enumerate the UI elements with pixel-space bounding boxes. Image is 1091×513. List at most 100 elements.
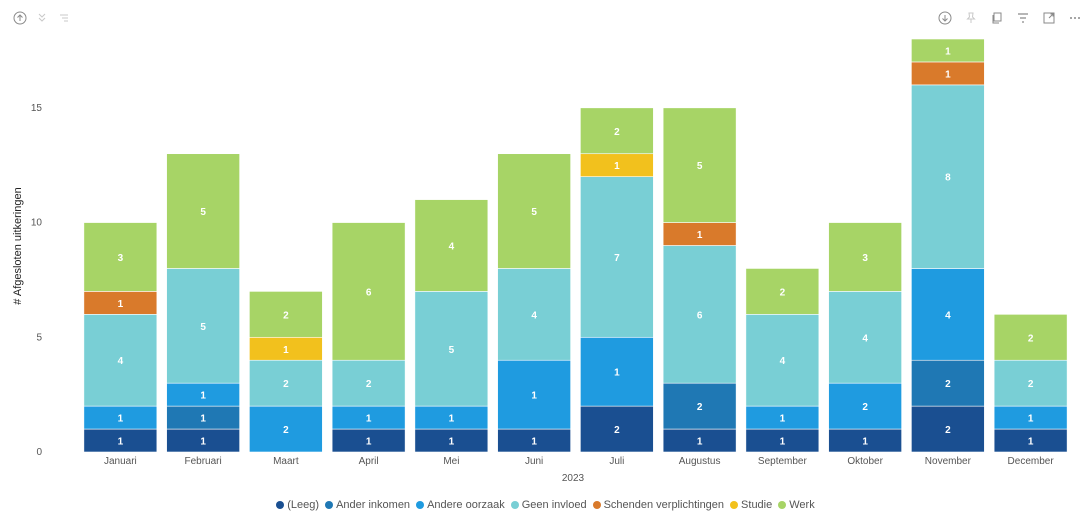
- data-label: 8: [945, 173, 951, 184]
- data-label: 2: [283, 379, 289, 390]
- bar-maart[interactable]: 2 2 1 2: [249, 291, 323, 453]
- data-label: 4: [945, 310, 951, 321]
- filter-icon[interactable]: [1015, 10, 1031, 26]
- bar-segment[interactable]: [828, 291, 902, 384]
- data-label: 2: [283, 310, 289, 321]
- legend-item[interactable]: Studie: [730, 499, 772, 511]
- data-label: 2: [1028, 333, 1034, 344]
- bar-segment[interactable]: [662, 245, 737, 384]
- bar-segment[interactable]: [828, 382, 902, 430]
- data-label: 5: [449, 345, 455, 356]
- data-label: 1: [614, 161, 620, 172]
- bar-segment[interactable]: [580, 405, 654, 453]
- bar-segment[interactable]: [249, 359, 323, 407]
- legend-item[interactable]: Geen invloed: [510, 499, 587, 511]
- bar-segment[interactable]: [911, 359, 985, 407]
- data-label: 5: [531, 207, 537, 218]
- bar-segment[interactable]: [249, 405, 323, 453]
- legend-item[interactable]: (Leeg): [276, 499, 319, 511]
- focus-mode-icon[interactable]: [1041, 10, 1057, 26]
- up-arrow-icon[interactable]: [12, 10, 28, 26]
- legend-label: Studie: [741, 499, 773, 511]
- data-label: 1: [118, 414, 124, 425]
- legend-item[interactable]: Ander inkomen: [325, 499, 410, 511]
- data-label: 2: [945, 379, 951, 390]
- bar-juni[interactable]: 1 1 4 5: [497, 153, 571, 453]
- bar-segment[interactable]: [911, 84, 985, 269]
- data-label: 1: [118, 437, 124, 448]
- data-label: 2: [945, 425, 951, 436]
- data-label: 2: [614, 127, 620, 138]
- legend-marker: [730, 501, 739, 509]
- x-tick-label: Maart: [273, 456, 299, 467]
- bar-segment[interactable]: [745, 314, 820, 407]
- legend-item[interactable]: Andere oorzaak: [416, 499, 505, 511]
- bar-segment[interactable]: [497, 153, 571, 269]
- data-label: 1: [697, 230, 703, 241]
- bar-februari[interactable]: 1 1 1 5 5: [166, 153, 240, 453]
- y-tick-label: 5: [36, 332, 42, 343]
- bar-segment[interactable]: [662, 382, 737, 430]
- x-tick-label: Juni: [525, 456, 543, 467]
- data-label: 1: [1028, 437, 1034, 448]
- data-label: 2: [1028, 379, 1034, 390]
- y-axis: 0 5 10 15: [31, 103, 43, 458]
- bar-segment[interactable]: [331, 359, 406, 407]
- bar-segment[interactable]: [745, 268, 820, 315]
- data-label: 4: [531, 310, 537, 321]
- bar-segment[interactable]: [580, 176, 654, 338]
- data-label: 1: [449, 437, 455, 448]
- legend-label: Ander inkomen: [336, 499, 411, 511]
- data-label: 1: [1028, 414, 1034, 425]
- data-label: 5: [697, 161, 703, 172]
- bar-segment[interactable]: [580, 336, 654, 407]
- bar-oktober[interactable]: 1 2 4 3: [828, 222, 902, 453]
- bar-segment[interactable]: [580, 107, 654, 155]
- data-label: 2: [283, 425, 289, 436]
- data-label: 1: [780, 437, 786, 448]
- bar-segment[interactable]: [828, 222, 902, 292]
- visual-header-right: [937, 10, 1083, 26]
- data-label: 2: [862, 402, 868, 413]
- expand-hierarchy-icon[interactable]: [56, 10, 72, 26]
- bar-segment[interactable]: [911, 268, 985, 361]
- bar-mei[interactable]: 1 1 5 4: [414, 199, 489, 453]
- legend-label: Schenden verplichtingen: [603, 499, 725, 511]
- bar-september[interactable]: 1 1 4 2: [745, 268, 820, 453]
- bar-april[interactable]: 1 1 2 6: [331, 222, 406, 453]
- bar-segment[interactable]: [993, 314, 1068, 361]
- more-options-icon[interactable]: [1067, 10, 1083, 26]
- copy-icon[interactable]: [989, 10, 1005, 26]
- bar-segment[interactable]: [497, 359, 571, 430]
- bar-segment[interactable]: [166, 268, 240, 384]
- bar-segment[interactable]: [249, 291, 323, 338]
- data-label: 2: [697, 402, 703, 413]
- double-down-arrow-icon[interactable]: [34, 10, 50, 26]
- bar-januari[interactable]: 1 1 4 1 3: [83, 222, 158, 453]
- visual-header-left: [12, 10, 72, 26]
- drill-down-icon[interactable]: [937, 10, 953, 26]
- pin-icon[interactable]: [963, 10, 979, 26]
- legend-item[interactable]: Schenden verplichtingen: [592, 499, 725, 511]
- bar-december[interactable]: 1 1 2 2: [993, 314, 1068, 453]
- bar-segment[interactable]: [662, 107, 737, 223]
- bar-segment[interactable]: [331, 222, 406, 361]
- y-axis-title: # Afgesloten uitkeringen: [12, 187, 24, 304]
- bar-juli[interactable]: 2 1 7 1 2: [580, 107, 654, 453]
- legend: (Leeg) Ander inkomen Andere oorzaak Geen in…: [0, 497, 1091, 513]
- legend-marker: [510, 501, 519, 509]
- bar-segment[interactable]: [911, 405, 985, 453]
- bar-segment[interactable]: [166, 153, 240, 269]
- bar-segment[interactable]: [83, 222, 158, 292]
- bar-segment[interactable]: [414, 199, 489, 292]
- data-label: 1: [945, 46, 951, 57]
- bar-segment[interactable]: [911, 38, 985, 63]
- bar-november[interactable]: 2 2 4 8 1 1: [911, 38, 985, 453]
- data-label: 1: [200, 437, 206, 448]
- bar-augustus[interactable]: 1 2 6 1 5: [662, 107, 737, 453]
- data-label: 1: [200, 414, 206, 425]
- bar-segment[interactable]: [83, 314, 158, 407]
- legend-item[interactable]: Werk: [778, 499, 815, 511]
- x-tick-label: November: [925, 456, 972, 467]
